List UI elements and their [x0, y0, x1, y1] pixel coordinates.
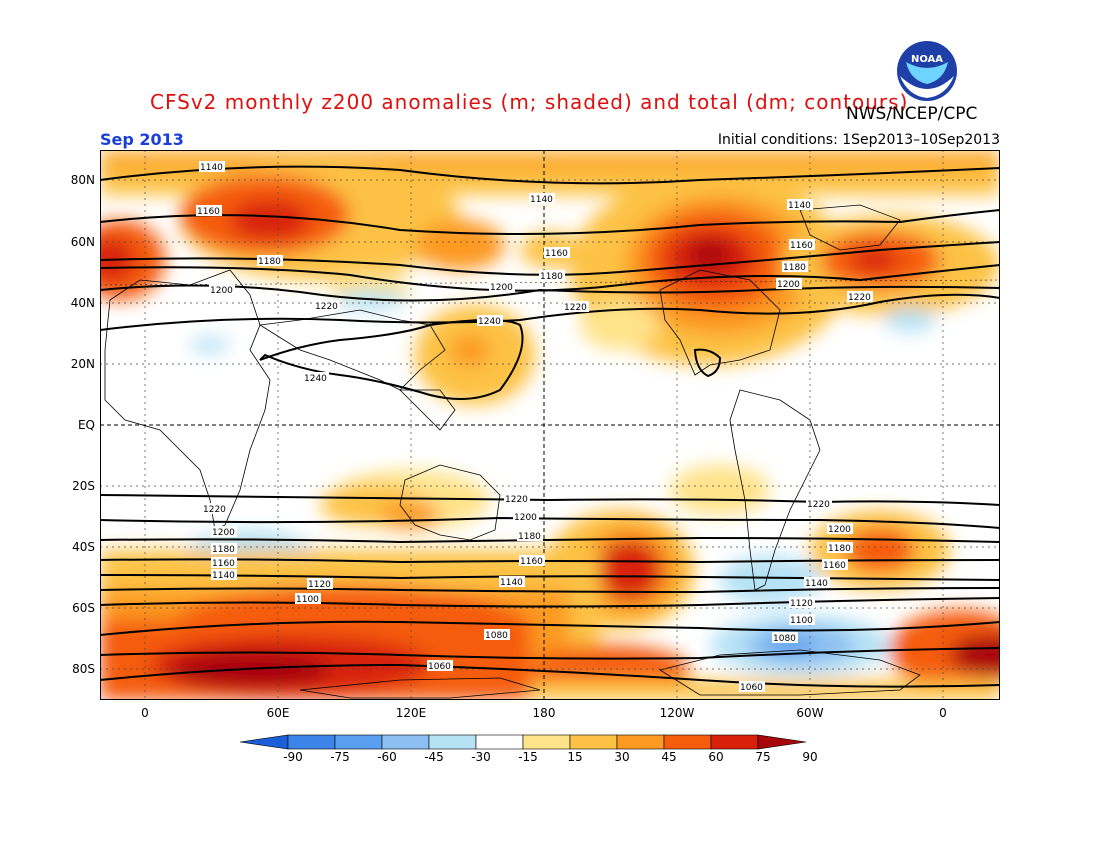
contour-label: 1140: [200, 163, 223, 173]
lat-label: 20N: [70, 357, 95, 371]
contour-label: 1160: [520, 557, 543, 567]
lat-label: 40N: [70, 296, 95, 310]
colorbar-cell: [663, 734, 712, 750]
colorbar-label: 60: [708, 750, 724, 764]
lon-label: 60W: [796, 706, 824, 720]
contour-label: 1200: [490, 283, 513, 293]
colorbar-label: -60: [377, 750, 397, 764]
colorbar-cell: [710, 734, 759, 750]
colorbar-cell: [287, 734, 336, 750]
colorbar-label: 75: [755, 750, 771, 764]
month-label: Sep 2013: [100, 130, 184, 149]
contour-label: 1180: [540, 272, 563, 282]
contour-label: 1240: [478, 317, 501, 327]
contour-label: 1080: [485, 631, 508, 641]
colorbar-cell: [334, 734, 383, 750]
contour-label: 1080: [773, 634, 796, 644]
lat-label: 40S: [72, 540, 95, 554]
colorbar-label: -90: [283, 750, 303, 764]
contour-label: 1140: [500, 578, 523, 588]
contour-label: 1140: [530, 195, 553, 205]
colorbar-label: 45: [661, 750, 677, 764]
colorbar-cell: [569, 734, 618, 750]
contour-label: 1180: [518, 532, 541, 542]
colorbar-label: 15: [567, 750, 583, 764]
colorbar-label: -75: [330, 750, 350, 764]
lon-label: 0: [141, 706, 149, 720]
colorbar-label: -30: [471, 750, 491, 764]
lon-label: 180: [532, 706, 556, 720]
contour-label: 1140: [788, 201, 811, 211]
contour-label: 1180: [783, 263, 806, 273]
lon-label: 120E: [395, 706, 427, 720]
map-panel: 1140 1140 1140 1160 1160 1160 1180 1180 …: [100, 150, 1000, 700]
contour-label: 1160: [823, 561, 846, 571]
contour-label: 1060: [740, 683, 763, 693]
colorbar-cell: [381, 734, 430, 750]
colorbar-cell: [757, 734, 807, 750]
contour-label: 1160: [790, 241, 813, 251]
contour-label: 1200: [777, 280, 800, 290]
contour-label: 1160: [545, 249, 568, 259]
chart-title: CFSv2 monthly z200 anomalies (m; shaded)…: [150, 90, 909, 114]
contour-label: 1220: [807, 500, 830, 510]
initial-conditions-label: Initial conditions: 1Sep2013–10Sep2013: [717, 132, 1000, 148]
lon-label: 0: [939, 706, 947, 720]
contour-label: 1160: [197, 207, 220, 217]
contour-label: 1220: [848, 293, 871, 303]
colorbar-label: 30: [614, 750, 630, 764]
colorbar-label: 90: [802, 750, 818, 764]
lat-label: 60N: [70, 235, 95, 249]
lon-label: 60E: [266, 706, 290, 720]
logo-text: NOAA: [911, 54, 943, 65]
contour-label: 1140: [805, 579, 828, 589]
lon-label: 120W: [659, 706, 695, 720]
colorbar: [240, 734, 807, 750]
lat-label: EQ: [77, 418, 95, 432]
lat-label: 20S: [72, 479, 95, 493]
contour-label: 1160: [212, 559, 235, 569]
contour-label: 1100: [296, 595, 319, 605]
contour-label: 1220: [505, 495, 528, 505]
lat-label: 80N: [70, 173, 95, 187]
contour-label: 1120: [790, 599, 813, 609]
lat-label: 80S: [72, 662, 95, 676]
lat-label: 60S: [72, 601, 95, 615]
contour-label: 1180: [828, 544, 851, 554]
contour-label: 1120: [308, 580, 331, 590]
contour-label: 1200: [514, 513, 537, 523]
colorbar-label: -15: [518, 750, 538, 764]
contour-label: 1100: [790, 616, 813, 626]
organization-label: NWS/NCEP/CPC: [846, 104, 978, 124]
contour-label: 1220: [564, 303, 587, 313]
map-frame: [100, 150, 1000, 700]
colorbar-cell: [475, 734, 524, 750]
colorbar-cell: [240, 734, 289, 750]
contour-label: 1220: [203, 505, 226, 515]
contour-label: 1060: [428, 662, 451, 672]
contour-label: 1200: [828, 525, 851, 535]
noaa-logo: NOAA: [897, 41, 957, 101]
colorbar-cell: [522, 734, 571, 750]
contour-label: 1200: [212, 528, 235, 538]
contour-label: 1180: [212, 545, 235, 555]
contour-label: 1240: [304, 374, 327, 384]
colorbar-cell: [428, 734, 477, 750]
colorbar-cell: [616, 734, 665, 750]
contour-labels: 1140 1140 1140 1160 1160 1160 1180 1180 …: [196, 161, 873, 693]
contour-label: 1180: [258, 257, 281, 267]
contour-label: 1200: [210, 286, 233, 296]
contour-label: 1220: [315, 302, 338, 312]
colorbar-label: -45: [424, 750, 444, 764]
contour-label: 1140: [212, 571, 235, 581]
